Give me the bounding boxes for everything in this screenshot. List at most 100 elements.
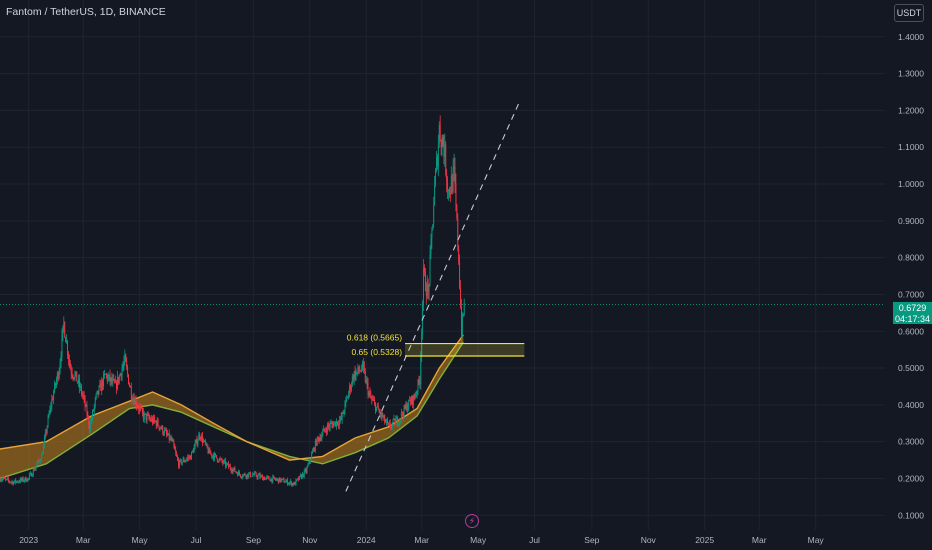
lightning-icon[interactable]: ⚡ (465, 514, 479, 528)
candle-body (14, 479, 16, 482)
currency-button[interactable]: USDT (894, 4, 924, 22)
candle-body (60, 356, 62, 363)
time-axis[interactable]: 2023 Mar May Jul Sep Nov 2024 Mar May Jul Sep Nov 20… (19, 535, 824, 545)
candle-body (101, 380, 103, 391)
candle-body (207, 447, 209, 454)
candle-body (37, 460, 39, 464)
candle-body (213, 455, 215, 460)
candle-body (151, 418, 153, 421)
candle-body (52, 399, 54, 401)
candle-body (421, 333, 423, 357)
candle-body (210, 453, 212, 455)
candle-body (35, 465, 37, 469)
y-tick-label: 1.0000 (898, 179, 924, 189)
y-tick-label: 0.9000 (898, 216, 924, 226)
candle-body (217, 461, 219, 463)
candle-body (66, 341, 68, 343)
candle-body (188, 457, 190, 459)
candle-body (420, 356, 422, 385)
candle-body (68, 358, 70, 363)
candle-body (388, 423, 390, 424)
candle-body (87, 415, 89, 417)
candle-body (393, 418, 395, 420)
candle-body (53, 392, 55, 400)
candle-body (344, 402, 346, 413)
candle-body (92, 410, 94, 412)
fib-zone-fill[interactable] (405, 343, 525, 356)
candle-body (143, 413, 145, 420)
trendline[interactable] (345, 100, 521, 492)
candle-body (67, 341, 68, 355)
candle-body (166, 430, 167, 434)
candle-body (112, 379, 114, 383)
candle-body (407, 407, 409, 412)
candle-body (461, 314, 463, 337)
dashed-trendline[interactable] (345, 100, 521, 492)
candle-body (260, 475, 262, 478)
candle-body (439, 125, 441, 140)
candle-body (377, 405, 379, 410)
candle-body (450, 176, 452, 194)
candle-body (339, 416, 341, 421)
candle-body (240, 476, 242, 478)
candle-body (221, 458, 223, 462)
candle-body (375, 402, 376, 412)
candle-body (437, 144, 439, 167)
candle-body (255, 472, 257, 477)
candle-body (342, 412, 344, 414)
candle-body (104, 374, 106, 376)
candle-body (43, 444, 44, 454)
candle-body (108, 374, 110, 377)
candle-body (67, 354, 69, 359)
y-tick-label: 0.2000 (898, 473, 924, 483)
candle-body (424, 267, 425, 273)
candle-body (282, 478, 284, 480)
candle-body (363, 366, 365, 372)
candle-body (370, 394, 372, 398)
candle-body (459, 261, 461, 289)
fibonacci-zone[interactable]: 0.618 (0.5665) 0.65 (0.5328) (347, 333, 525, 357)
candle-body (431, 229, 433, 239)
candle-body (399, 419, 401, 421)
candle-body (237, 472, 239, 476)
x-tick-label: 2024 (357, 535, 376, 545)
candle-body (350, 385, 352, 390)
candle-body (206, 443, 208, 448)
candle-body (358, 366, 360, 372)
candle-body (276, 478, 278, 480)
x-tick-label: Jul (529, 535, 540, 545)
y-tick-label: 1.1000 (898, 142, 924, 152)
candle-body (270, 478, 272, 482)
candle-body (171, 439, 173, 441)
candle-body (346, 397, 348, 400)
candle-body (428, 284, 430, 292)
candle-body (144, 413, 146, 415)
candle-body (351, 376, 353, 386)
candle-body (401, 412, 403, 415)
candle-body (271, 478, 273, 482)
price-axis[interactable]: 0.1000 0.2000 0.3000 0.4000 0.5000 0.6000 0.70… (898, 32, 924, 520)
candle-body (0, 480, 2, 482)
y-tick-label: 0.8000 (898, 253, 924, 263)
candle-body (280, 479, 282, 482)
candle-body (81, 393, 83, 395)
candle-body (349, 385, 351, 393)
candle-body (227, 463, 228, 465)
candle-body (187, 457, 189, 459)
candle-body (77, 381, 79, 383)
y-tick-label: 0.3000 (898, 437, 924, 447)
candle-body (63, 322, 65, 326)
candle-body (313, 448, 314, 452)
candle-body (59, 362, 61, 372)
candle-body (136, 405, 138, 407)
candle-body (92, 410, 93, 420)
candle-body (303, 470, 305, 477)
candle-body (269, 479, 271, 482)
candle-body (445, 144, 447, 174)
candle-body (93, 405, 95, 411)
candle-body (273, 476, 275, 478)
candle-body (347, 397, 349, 399)
candle-body (278, 477, 280, 483)
candle-body (104, 374, 105, 376)
